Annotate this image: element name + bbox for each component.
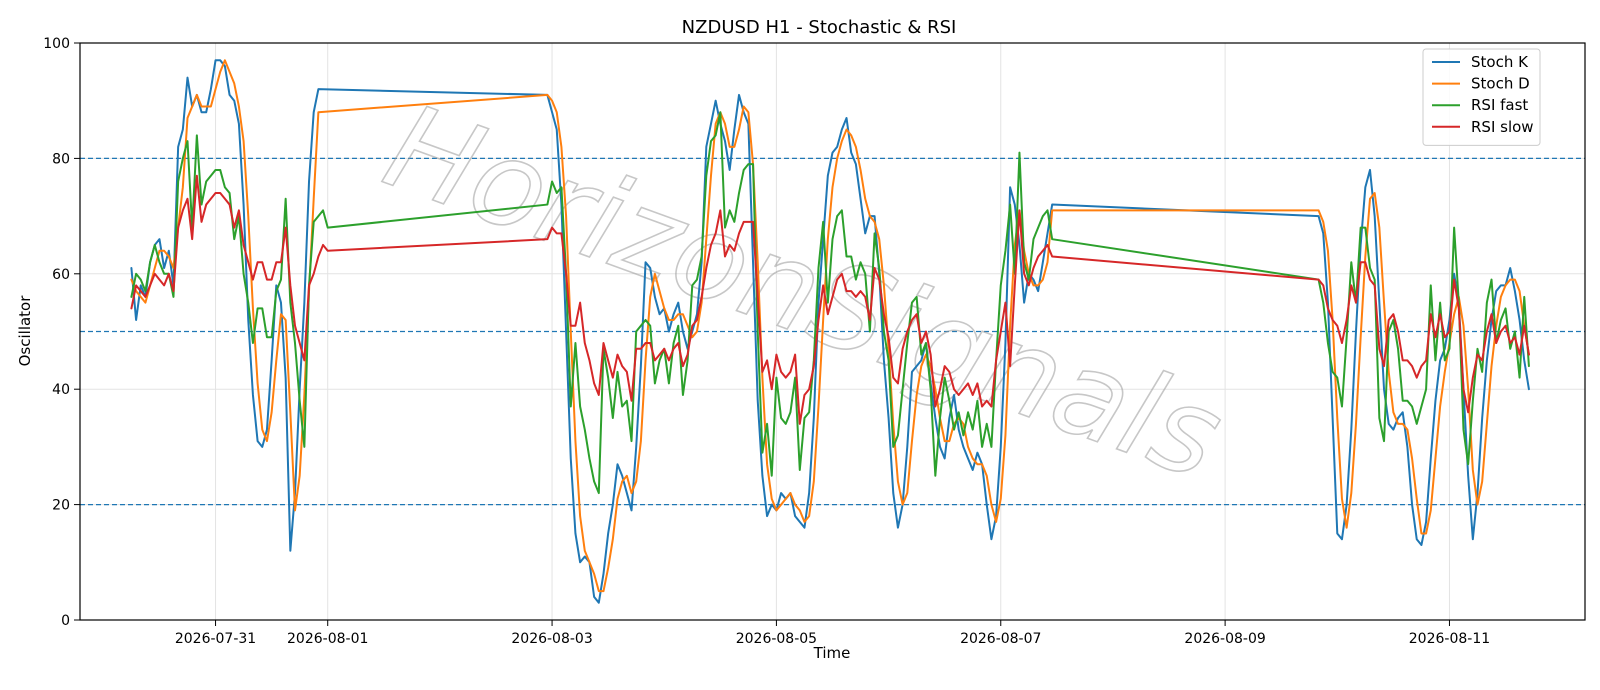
x-tick-label: 2026-08-05 [736, 631, 817, 647]
legend: Stoch K Stoch D RSI fast RSI slow [1422, 48, 1541, 146]
legend-label-stoch-k: Stoch K [1471, 53, 1529, 71]
y-axis-title: Oscillator [16, 295, 34, 367]
legend-label-rsi-fast: RSI fast [1471, 96, 1528, 114]
y-axis: 0 20 40 60 80 100 [43, 36, 80, 629]
y-tick-label: 0 [61, 613, 70, 629]
x-axis: 2026-07-31 2026-08-01 2026-08-03 2026-08-05… [175, 620, 1490, 647]
series-layer [130, 59, 1530, 604]
x-tick-label: 2026-08-07 [960, 631, 1041, 647]
x-tick-label: 2026-08-09 [1184, 631, 1265, 647]
legend-box [1422, 48, 1541, 146]
plot-frame [79, 42, 1586, 621]
y-tick-label: 100 [43, 36, 70, 52]
series-line-stoch-k [130, 59, 1530, 604]
x-tick-label: 2026-08-03 [511, 631, 592, 647]
y-tick-label: 60 [52, 267, 70, 283]
y-tick-label: 40 [52, 382, 70, 398]
series-line-rsi-slow [130, 174, 1530, 425]
y-tick-label: 20 [52, 498, 70, 514]
x-tick-label: 2026-07-31 [175, 631, 256, 647]
x-axis-title: Time [813, 644, 851, 662]
series-line-stoch-d [130, 59, 1530, 593]
legend-label-stoch-d: Stoch D [1471, 75, 1530, 93]
legend-label-rsi-slow: RSI slow [1471, 118, 1534, 136]
x-tick-label: 2026-08-11 [1409, 631, 1490, 647]
y-tick-label: 80 [52, 151, 70, 167]
x-tick-label: 2026-08-01 [287, 631, 368, 647]
chart-title: NZDUSD H1 - Stochastic & RSI [682, 17, 957, 38]
reference-lines [80, 157, 1585, 506]
